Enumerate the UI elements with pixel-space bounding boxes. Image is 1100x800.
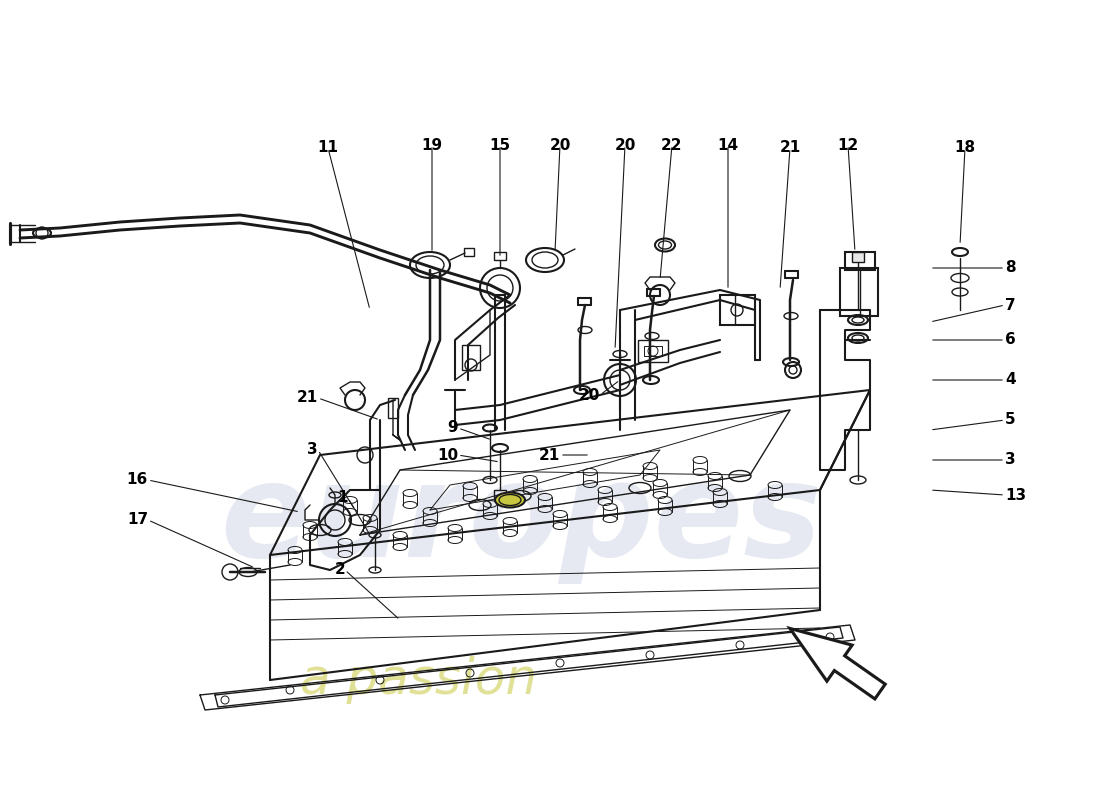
Bar [494,252,506,260]
Bar [852,252,864,262]
Text: 21: 21 [780,141,801,155]
Ellipse shape [495,493,525,507]
Text: 19: 19 [421,138,442,153]
Text: 9: 9 [448,421,458,435]
Text: 13: 13 [1005,487,1026,502]
Text: 15: 15 [490,138,510,153]
Text: 3: 3 [1005,453,1015,467]
Text: a passion: a passion [300,656,537,704]
Text: 1: 1 [338,490,348,506]
Text: 10: 10 [437,447,458,462]
Text: 20: 20 [579,387,600,402]
Bar [840,268,878,316]
Text: 20: 20 [549,138,571,153]
Bar [462,345,480,370]
Bar [638,340,668,362]
Text: 8: 8 [1005,261,1015,275]
Text: 11: 11 [318,141,339,155]
Text: 18: 18 [955,141,976,155]
Text: europes: europes [220,457,822,583]
Bar [494,490,506,498]
Bar [388,398,398,418]
Polygon shape [790,629,886,699]
Text: 21: 21 [297,390,318,406]
Text: 12: 12 [837,138,859,153]
Bar [845,252,875,270]
Text: 7: 7 [1005,298,1015,313]
Text: 20: 20 [614,138,636,153]
Text: 22: 22 [661,138,683,153]
Text: 4: 4 [1005,373,1015,387]
Bar [644,346,662,356]
Text: 14: 14 [717,138,738,153]
Ellipse shape [499,494,521,506]
Text: 21: 21 [539,447,560,462]
Bar [464,248,474,256]
Text: 3: 3 [307,442,318,458]
Text: 16: 16 [126,473,148,487]
Text: 2: 2 [334,562,345,578]
Text: 5: 5 [1005,413,1015,427]
Bar [720,295,755,325]
Text: 6: 6 [1005,333,1015,347]
Text: 17: 17 [126,513,148,527]
